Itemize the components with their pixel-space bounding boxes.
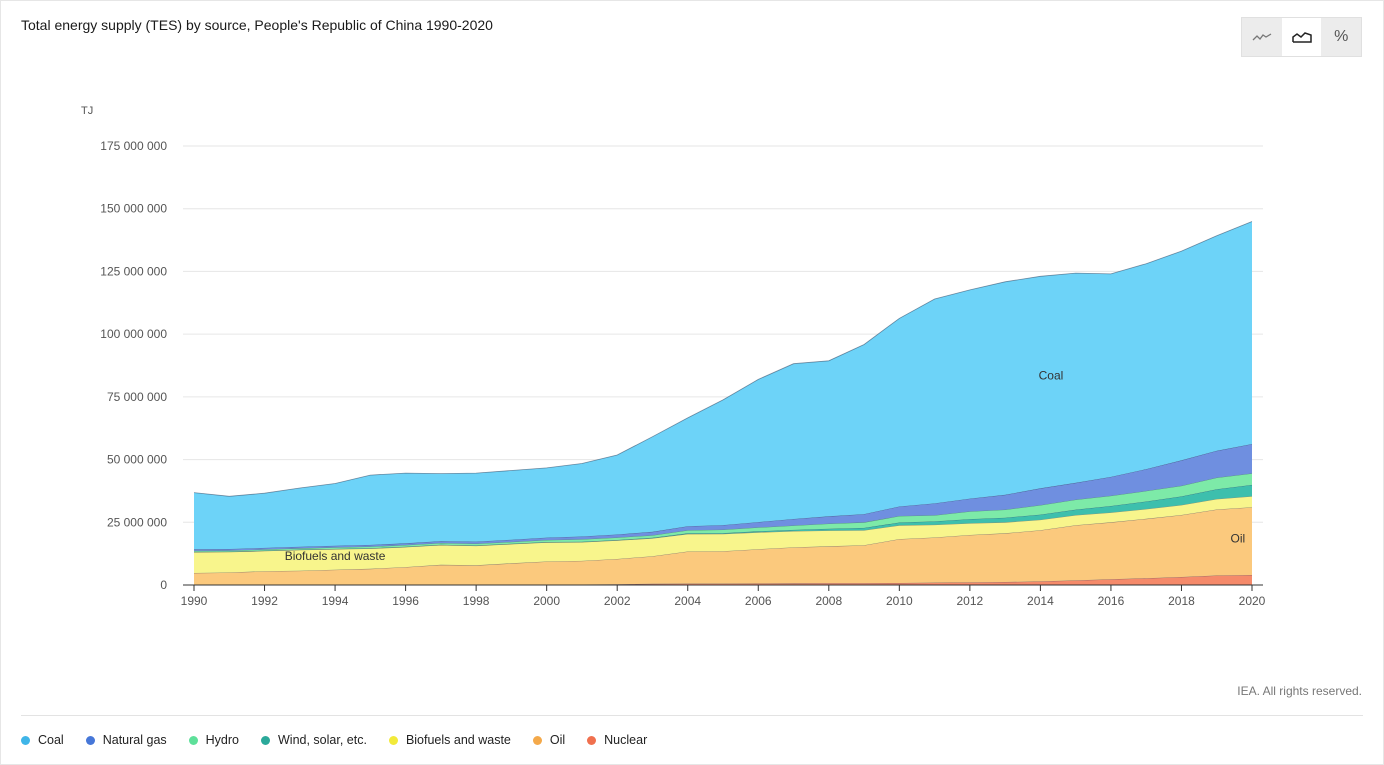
- legend-item-hydro[interactable]: Hydro: [188, 733, 239, 747]
- legend-item-coal[interactable]: Coal: [21, 733, 64, 747]
- y-tick-label: 0: [160, 578, 167, 592]
- legend: Coal Natural gas Hydro Wind, solar, etc. Bio…: [21, 733, 647, 747]
- legend-swatch: [388, 735, 398, 745]
- legend-label: Hydro: [205, 733, 239, 747]
- chart-title: Total energy supply (TES) by source, Peo…: [21, 17, 493, 33]
- area-coal[interactable]: [194, 221, 1252, 550]
- legend-label: Wind, solar, etc.: [278, 733, 367, 747]
- legend-item-natural-gas[interactable]: Natural gas: [85, 733, 167, 747]
- y-tick-label: 125 000 000: [100, 264, 167, 278]
- series-areas: [193, 221, 1253, 586]
- line-chart-button[interactable]: [1242, 18, 1282, 56]
- area-labels: Coal Biofuels and waste Oil: [285, 368, 1246, 563]
- line-chart-icon: [1252, 33, 1272, 41]
- percent-button[interactable]: %: [1321, 18, 1362, 56]
- area-oil[interactable]: [194, 507, 1252, 585]
- percent-icon: %: [1334, 28, 1349, 45]
- legend-label: Coal: [38, 733, 64, 747]
- legend-item-oil[interactable]: Oil: [532, 733, 566, 747]
- legend-swatch: [261, 735, 270, 745]
- legend-label: Natural gas: [102, 733, 167, 747]
- x-tick-label: 2018: [1168, 594, 1195, 608]
- x-tick-label: 2010: [886, 594, 913, 608]
- area-hydro[interactable]: [194, 473, 1252, 552]
- x-tick-label: 2014: [1027, 594, 1054, 608]
- area-natural-gas[interactable]: [194, 444, 1252, 551]
- y-tick-label: 50 000 000: [107, 453, 167, 467]
- x-tick-label: 2012: [957, 594, 984, 608]
- x-tick-label: 2002: [604, 594, 631, 608]
- legend-item-biofuels-and-waste[interactable]: Biofuels and waste: [388, 733, 511, 747]
- legend-swatch: [21, 735, 30, 745]
- area-chart-icon: [1291, 32, 1312, 43]
- legend-label: Oil: [549, 733, 566, 747]
- legend-swatch: [587, 735, 597, 745]
- legend-swatch: [85, 735, 95, 745]
- legend-swatch: [532, 735, 542, 745]
- y-tick-label: 150 000 000: [100, 202, 167, 216]
- x-tick-label: 1994: [322, 594, 349, 608]
- x-tick-label: 1998: [463, 594, 490, 608]
- x-tick-label: 2008: [815, 594, 842, 608]
- x-tick-label: 1996: [392, 594, 419, 608]
- x-tick-label: 2006: [745, 594, 772, 608]
- y-tick-label: 100 000 000: [100, 327, 167, 341]
- chart-view-toggle: %: [1241, 17, 1362, 57]
- y-tick-label: 75 000 000: [107, 390, 167, 404]
- area-label: Coal: [1039, 368, 1064, 382]
- x-tick-label: 2016: [1098, 594, 1125, 608]
- area-label: Oil: [1231, 531, 1246, 545]
- x-tick-label: 2004: [674, 594, 701, 608]
- axes: 0 25 000 000 50 000 000 75 000 000 100 000 0…: [81, 105, 1266, 608]
- legend-item-wind-solar-etc[interactable]: Wind, solar, etc.: [261, 733, 367, 747]
- area-biofuels-and-waste[interactable]: [194, 496, 1252, 573]
- x-tick-label: 2020: [1239, 594, 1266, 608]
- credit-text: IEA. All rights reserved.: [1237, 684, 1362, 698]
- legend-swatch: [188, 735, 198, 745]
- x-tick-label: 2000: [533, 594, 560, 608]
- legend-label: Nuclear: [604, 733, 648, 747]
- legend-item-nuclear[interactable]: Nuclear: [587, 733, 647, 747]
- legend-divider: [21, 715, 1363, 716]
- area-chart: 0 25 000 000 50 000 000 75 000 000 100 000 0…: [81, 105, 1266, 608]
- legend-label: Biofuels and waste: [405, 733, 511, 747]
- y-axis-unit: TJ: [81, 105, 93, 117]
- area-edge-coal: [193, 221, 1253, 497]
- area-chart-button[interactable]: [1281, 18, 1322, 56]
- y-tick-label: 175 000 000: [100, 139, 167, 153]
- x-tick-label: 1992: [251, 594, 278, 608]
- y-tick-label: 25 000 000: [107, 515, 167, 529]
- x-tick-label: 1990: [181, 594, 208, 608]
- area-wind-solar-etc[interactable]: [194, 484, 1252, 553]
- area-label: Biofuels and waste: [285, 549, 386, 563]
